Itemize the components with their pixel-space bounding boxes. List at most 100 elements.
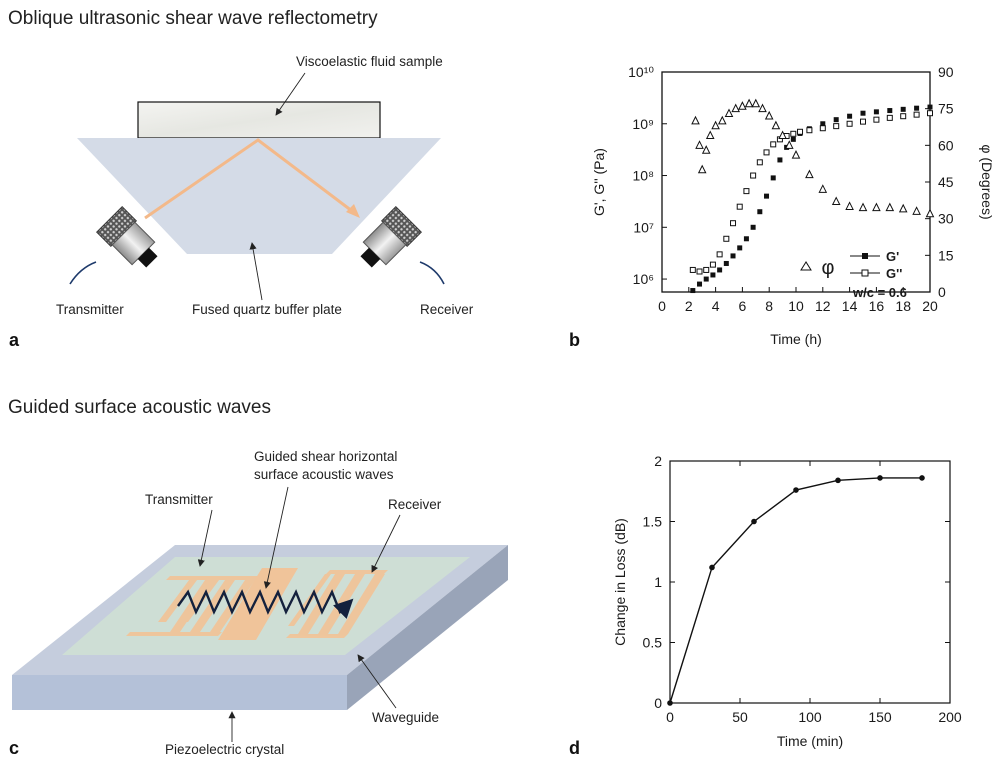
chart-b-point-gdouble: [790, 130, 797, 137]
shear-wave-sinusoid: [177, 589, 354, 619]
chart-d: 0 50 100 150 200 0 0.5 1 1.5 2 Time (min) Change in…: [612, 453, 962, 749]
sample-pointer: [275, 72, 306, 116]
label-saw-transmitter: Transmitter: [145, 492, 213, 507]
chart-b-point-phi: [744, 98, 754, 108]
chart-b-xtick-label: 14: [842, 298, 858, 314]
label-waves-1: Guided shear horizontal: [254, 449, 398, 464]
chart-b-y2tick-label: 15: [938, 247, 954, 263]
chart-b-point-phi: [751, 98, 761, 108]
chart-b-y2tick-label: 30: [938, 211, 954, 227]
chart-b-legend-phi: φ: [822, 257, 835, 279]
wave-arrowhead: [346, 204, 360, 218]
chart-b-y2tick-label: 45: [938, 174, 954, 190]
chart-b-point-gdouble: [900, 113, 907, 120]
reflected-wave-arrow: [144, 138, 357, 220]
receiver-cable: [419, 261, 445, 285]
chart-b-point-phi: [758, 103, 767, 113]
chart-b-ylabel: G', G'' (Pa): [591, 148, 607, 216]
chart-b-point-phi: [711, 120, 720, 130]
chart-b-point-gdouble: [927, 110, 933, 117]
chart-b-point-phi: [845, 201, 854, 210]
chart-b-point-phi: [818, 184, 828, 193]
chart-d-point: [667, 700, 673, 706]
chart-b-xtick-label: 8: [765, 298, 773, 314]
label-crystal: Piezoelectric crystal: [165, 742, 285, 757]
chart-b-ytick-label: 10⁶: [633, 271, 654, 287]
crystal-side: [347, 545, 508, 710]
chart-d-ytick-label: 0: [654, 695, 662, 711]
chart-b-xlabel: Time (h): [770, 331, 822, 347]
chart-d-xtick-label: 100: [798, 709, 822, 725]
transmitter-pointer: [197, 509, 213, 567]
chart-b-point-gdouble: [833, 123, 840, 130]
chart-b-point-gprime: [900, 106, 906, 112]
chart-b-point-gprime: [927, 104, 933, 110]
chart-b: 0 2 4 6 8 10 12 14 16 18 20 10⁶ 10⁷ 10⁸ 10⁹ 10¹⁰ 0 15 30 45…: [591, 64, 993, 347]
chart-b-y2tick-label: 90: [938, 64, 954, 80]
chart-b-xtick-label: 2: [685, 298, 693, 314]
electrode-bus: [218, 568, 298, 640]
chart-b-point-gprime: [750, 224, 756, 230]
chart-b-point-gdouble: [696, 268, 703, 275]
chart-d-ylabel: Change in Loss (dB): [612, 518, 628, 646]
chart-b-point-phi: [784, 140, 794, 149]
chart-b-point-gprime: [697, 281, 703, 287]
chart-b-point-gdouble: [756, 159, 763, 166]
chart-b-point-gdouble: [716, 251, 723, 258]
chart-b-point-gprime: [764, 193, 770, 199]
label-sample: Viscoelastic fluid sample: [296, 54, 443, 69]
chart-b-point-gprime: [820, 121, 826, 127]
chart-b-y2tick-label: 60: [938, 137, 954, 153]
receiver-pointer: [371, 514, 401, 573]
chart-d-xlabel: Time (min): [777, 733, 843, 749]
chart-b-xtick-label: 20: [922, 298, 938, 314]
receiver-transducer: [360, 206, 422, 268]
label-receiver: Receiver: [420, 302, 474, 317]
chart-d-point: [751, 518, 757, 525]
chart-b-xtick-label: 0: [658, 298, 666, 314]
chart-b-point-gdouble: [763, 149, 770, 156]
chart-b-point-phi: [731, 103, 741, 113]
chart-b-point-gdouble: [873, 116, 880, 123]
chart-b-point-gdouble: [689, 266, 696, 273]
fluid-sample: [137, 101, 381, 139]
chart-b-legend-gdp-marker: [861, 269, 869, 277]
chart-b-point-gdouble: [736, 203, 743, 210]
chart-b-point-gprime: [887, 108, 893, 114]
chart-b-point-gprime: [790, 136, 796, 142]
chart-d-ytick-label: 0.5: [643, 635, 663, 651]
chart-b-point-phi: [701, 145, 711, 154]
label-transmitter: Transmitter: [56, 302, 124, 317]
chart-d-xtick-label: 200: [938, 709, 962, 725]
chart-b-point-gdouble: [886, 114, 893, 121]
chart-b-ytick-label: 10⁹: [632, 116, 654, 132]
chart-b-point-gdouble: [723, 235, 730, 242]
chart-b-point-phi: [858, 202, 868, 212]
panel-letter-a: a: [9, 330, 20, 350]
chart-b-point-gdouble: [860, 118, 866, 125]
chart-b-point-phi: [805, 169, 814, 179]
chart-b-point-gprime: [860, 110, 866, 116]
chart-d-frame: [669, 460, 951, 704]
waveguide-pointer: [357, 654, 397, 709]
chart-b-point-gdouble: [806, 127, 813, 134]
chart-b-point-gprime: [743, 236, 749, 242]
chart-d-point: [793, 487, 799, 493]
chart-b-point-phi: [885, 202, 895, 212]
chart-b-point-gdouble: [770, 141, 777, 148]
chart-b-point-gdouble: [730, 220, 737, 227]
label-saw-receiver: Receiver: [388, 497, 442, 512]
chart-d-point: [877, 475, 883, 481]
chart-b-point-gprime: [717, 267, 723, 273]
chart-b-point-gprime: [770, 175, 776, 181]
chart-b-ytick-label: 10⁷: [633, 219, 654, 235]
chart-d-xtick-label: 50: [732, 709, 748, 725]
chart-b-point-gprime: [833, 117, 839, 123]
chart-b-point-gprime: [757, 209, 763, 215]
chart-b-point-phi: [925, 208, 935, 218]
chart-d-ytick-label: 1: [654, 574, 662, 590]
chart-b-point-phi: [771, 120, 781, 130]
chart-d-point: [835, 477, 841, 484]
chart-b-legend-gdp: G'': [886, 266, 902, 281]
chart-b-point-phi: [738, 101, 747, 110]
